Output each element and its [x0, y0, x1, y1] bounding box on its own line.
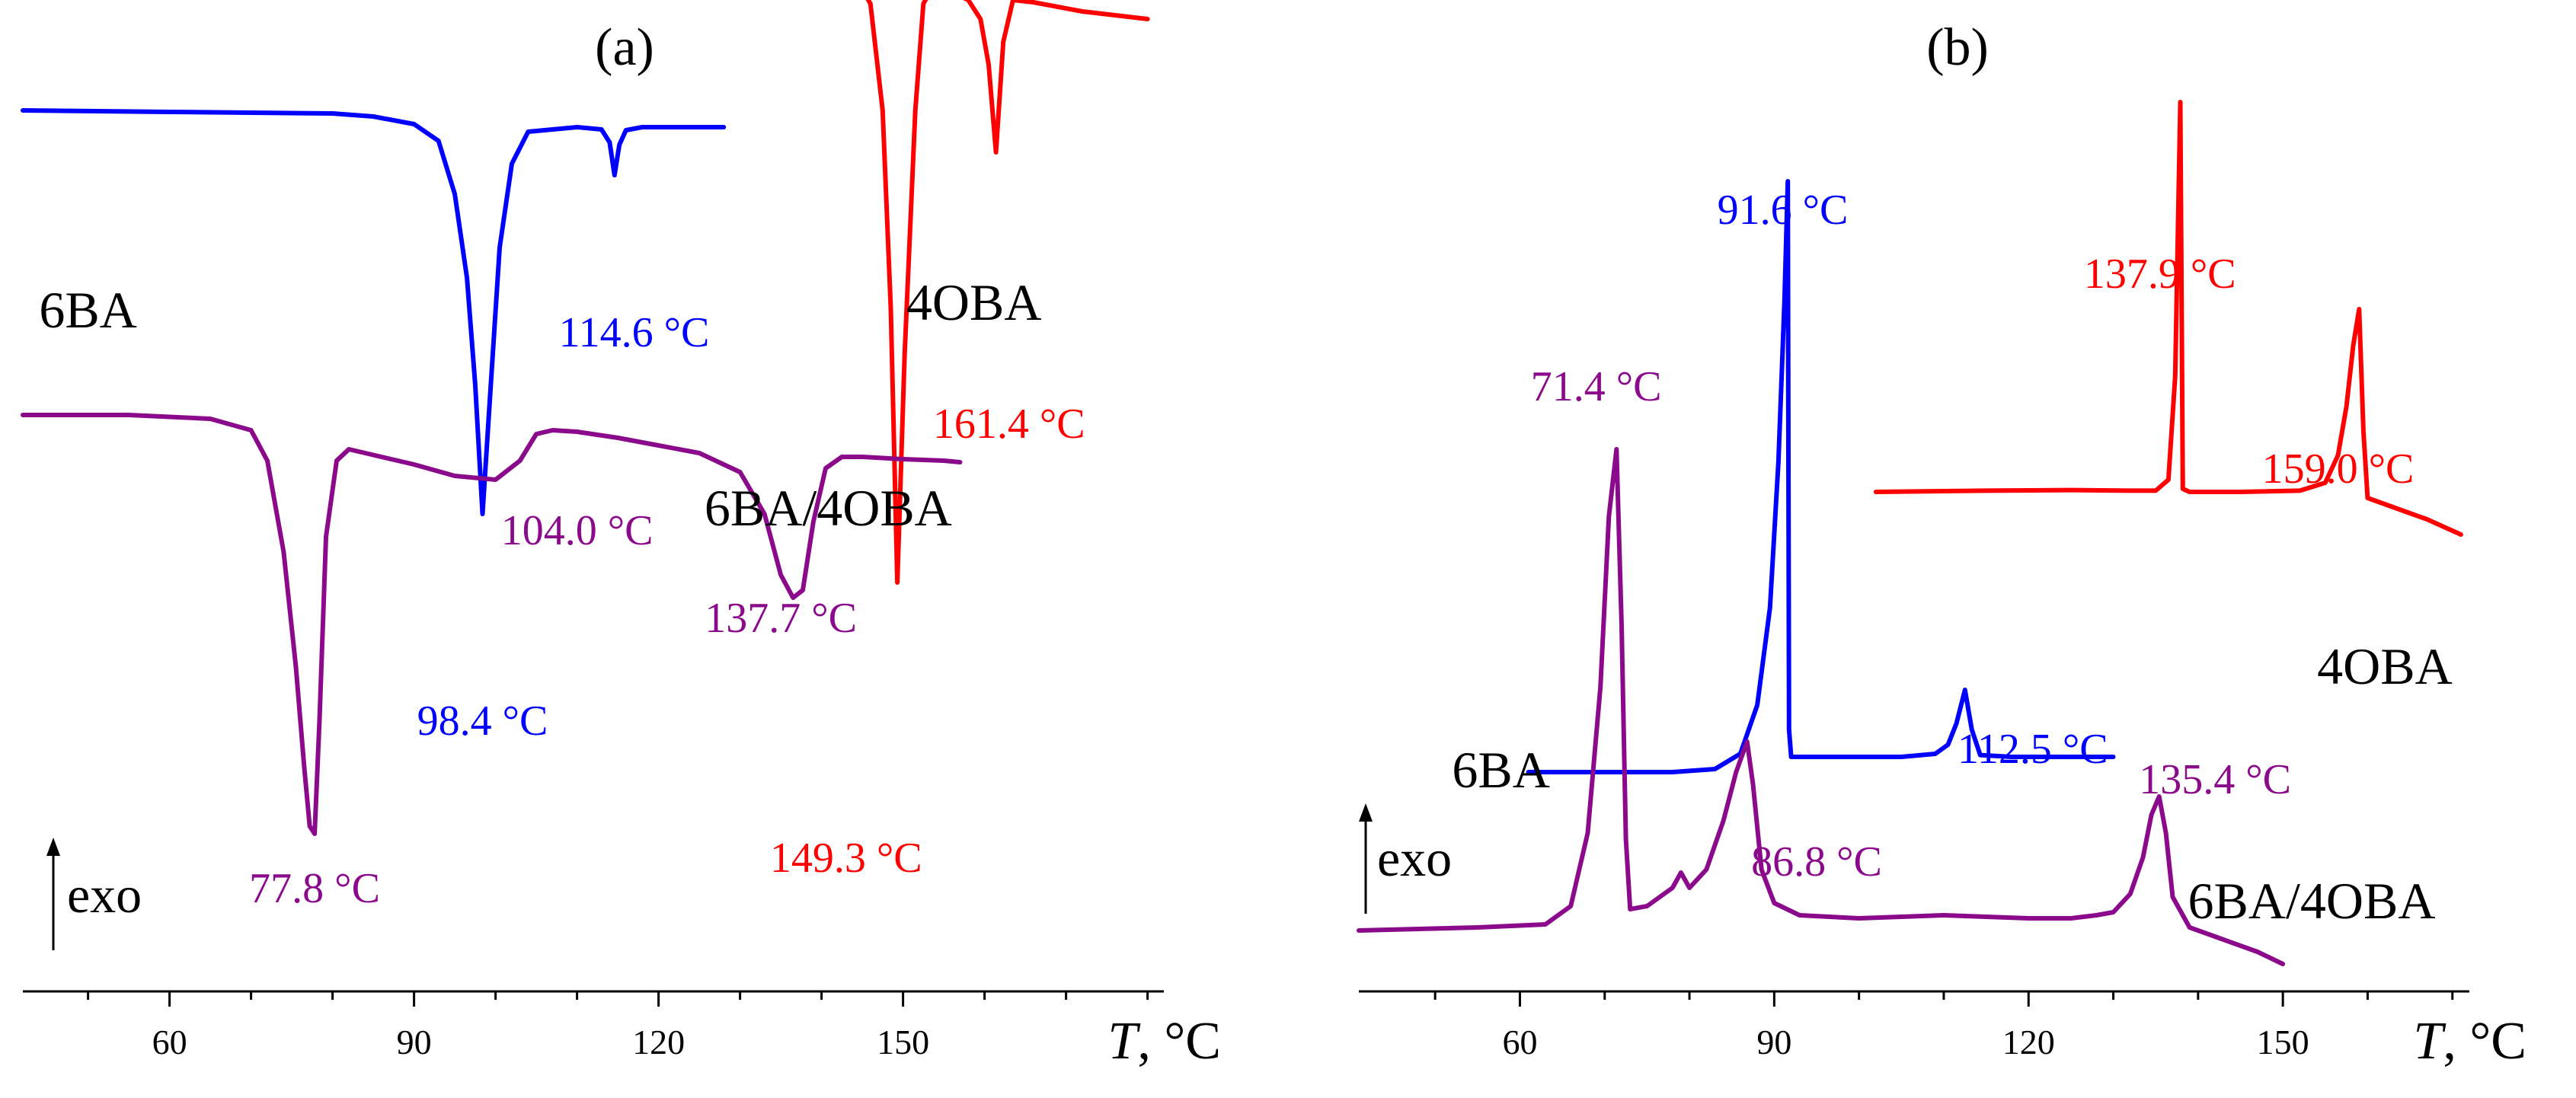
panel-a-curve-6ba-4oba: [21, 413, 963, 836]
panel-a-x-axis-label: T, °C: [1107, 1012, 1221, 1071]
panel-b-series-label: 6BA/4OBA: [2188, 872, 2436, 930]
panel-a-curve-4oba: [865, 0, 1150, 585]
panel-b-title: (b): [1926, 18, 1989, 77]
panel-a-tick-label-60: 60: [152, 1023, 187, 1061]
panel-b-tick-label-150: 150: [2257, 1023, 2309, 1061]
panel-a-heating-curves: (a) 60 90 120 150 T, °C exo 114.6 °C 98.4 °C 104.…: [21, 0, 1221, 1071]
panel-a-peak-label: 149.3 °C: [770, 835, 922, 882]
panel-a-series-label: 6BA: [39, 281, 136, 339]
panel-b-peak-label: 159.0 °C: [2262, 445, 2415, 493]
panel-b-curve-6ba: [1526, 179, 2116, 774]
panel-b-tick-label-120: 120: [2002, 1023, 2055, 1061]
panel-a-peak-label: 104.0 °C: [501, 507, 654, 554]
panel-a-peak-label: 137.7 °C: [705, 595, 857, 642]
panel-a-exo-label: exo: [67, 866, 142, 924]
panel-b-curve-6ba-4oba: [1357, 447, 2286, 966]
panel-b-tick-label-60: 60: [1502, 1023, 1537, 1061]
panel-b-peak-label: 137.9 °C: [2084, 251, 2236, 298]
panel-a-series-label: 6BA/4OBA: [705, 479, 952, 537]
panel-b-exo-label: exo: [1377, 829, 1452, 887]
panel-b-cooling-curves: (b) 60 90 120 150 T, °C exo 91.6 °C 112.5 °C 71.4…: [1357, 18, 2526, 1071]
panel-a-peak-label: 77.8 °C: [249, 865, 380, 912]
panel-b-peak-label: 91.6 °C: [1718, 187, 1849, 234]
panel-a-tick-label-150: 150: [877, 1023, 929, 1061]
panel-b-curve-4oba: [1873, 100, 2463, 537]
panel-b-peak-label: 112.5 °C: [1958, 726, 2108, 773]
panel-a-peak-label: 114.6 °C: [559, 309, 710, 356]
panel-b-peak-label: 86.8 °C: [1751, 838, 1882, 886]
panel-a-peak-label: 161.4 °C: [933, 401, 1085, 448]
panel-b-series-label: 4OBA: [2317, 637, 2453, 695]
panel-a-curve-6ba: [21, 108, 727, 516]
panel-a-exo-arrowhead: [46, 838, 60, 856]
panel-a-peak-label: 98.4 °C: [417, 697, 548, 745]
panel-b-tick-label-90: 90: [1756, 1023, 1791, 1061]
panel-a-series-label: 4OBA: [906, 273, 1042, 331]
panel-b-exo-arrowhead: [1359, 803, 1373, 822]
panel-b-x-axis-label: T, °C: [2413, 1012, 2526, 1071]
panel-a-title: (a): [595, 18, 654, 77]
panel-a-tick-label-120: 120: [632, 1023, 685, 1061]
panel-b-peak-label: 135.4 °C: [2139, 756, 2291, 803]
panel-a-tick-label-90: 90: [397, 1023, 432, 1061]
panel-b-peak-label: 71.4 °C: [1531, 363, 1662, 410]
panel-b-series-label: 6BA: [1452, 741, 1549, 799]
